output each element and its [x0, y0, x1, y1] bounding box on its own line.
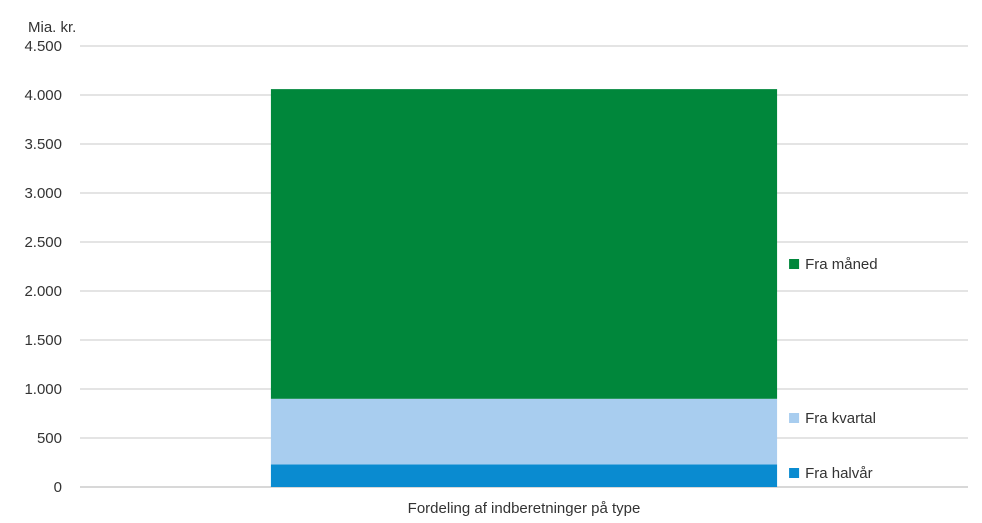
y-tick-labels: 0 500 1.000 1.500 2.000 2.500 3.000 3.500 4.000 4… [24, 38, 62, 496]
y-unit-label: Mia. kr. [28, 19, 76, 36]
legend-label: Fra måned [805, 256, 878, 273]
y-tick-label: 2.500 [24, 234, 62, 251]
y-tick-label: 0 [54, 479, 62, 496]
legend-item: Fra kvartal [789, 410, 876, 427]
legend-swatch [789, 413, 800, 423]
legend-swatch [789, 259, 800, 269]
legend-label: Fra kvartal [805, 410, 876, 427]
legend-label: Fra halvår [805, 465, 873, 482]
y-tick-label: 4.500 [24, 38, 62, 55]
bar-segment-fra-kvartal [270, 398, 778, 465]
y-tick-label: 500 [37, 430, 62, 447]
legend-swatch [789, 468, 800, 478]
x-category-label: Fordeling af indberetninger på type [408, 500, 641, 517]
y-tick-label: 3.000 [24, 185, 62, 202]
legend: Fra halvår Fra kvartal Fra måned [789, 256, 878, 482]
y-tick-label: 1.500 [24, 332, 62, 349]
bars [270, 89, 778, 487]
legend-item: Fra måned [789, 256, 878, 273]
bar-segment-fra-m-ned [270, 89, 778, 399]
bar-segment-fra-halv-r [270, 464, 778, 487]
y-tick-label: 4.000 [24, 87, 62, 104]
legend-item: Fra halvår [789, 465, 873, 482]
y-tick-label: 1.000 [24, 381, 62, 398]
x-category-labels: Fordeling af indberetninger på type [408, 500, 641, 517]
y-tick-label: 2.000 [24, 283, 62, 300]
y-tick-label: 3.500 [24, 136, 62, 153]
